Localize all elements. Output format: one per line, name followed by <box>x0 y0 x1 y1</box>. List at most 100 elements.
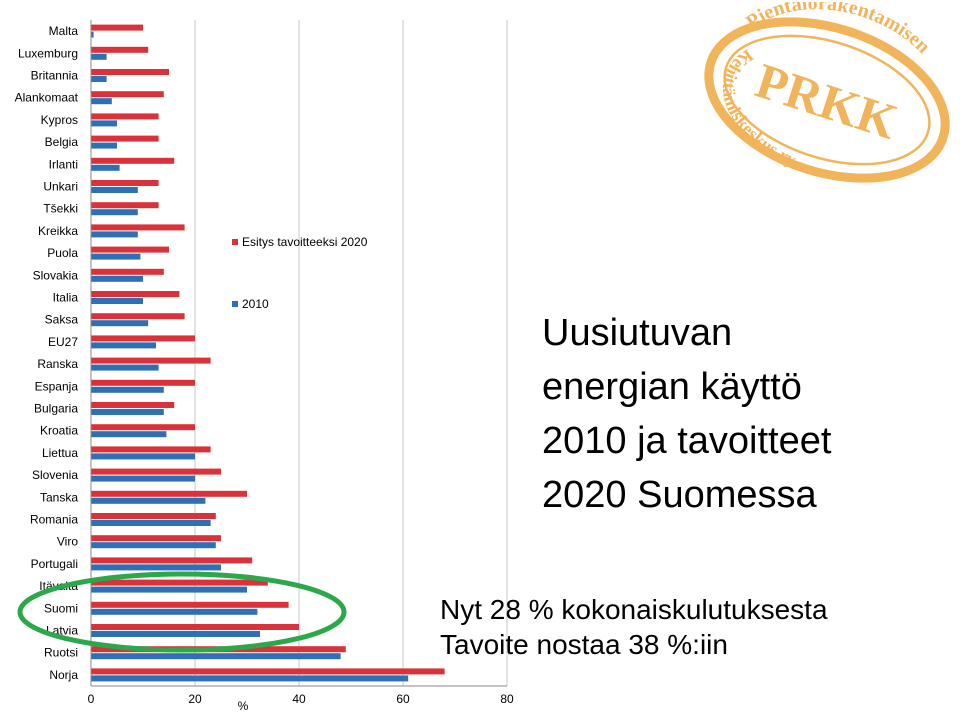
legend-swatch-target <box>232 239 238 245</box>
bar-2010 <box>91 31 94 38</box>
title-line: 2010 ja tavoitteet <box>542 420 832 462</box>
bar-target-2020 <box>91 468 221 475</box>
slide-title: Uusiutuvan energian käyttö 2010 ja tavoi… <box>542 306 952 522</box>
bar-2010 <box>91 142 117 149</box>
bar-2010 <box>91 386 164 393</box>
bar-2010 <box>91 231 138 238</box>
category-label: Tanska <box>40 490 78 504</box>
category-label: Kreikka <box>38 224 78 238</box>
bar-2010 <box>91 675 409 682</box>
x-tick-label: 40 <box>292 692 306 706</box>
bar-target-2020 <box>91 513 216 519</box>
bar-target-2020 <box>91 313 185 320</box>
bar-target-2020 <box>91 180 159 186</box>
bar-target-2020 <box>91 91 164 98</box>
category-label: EU27 <box>48 335 78 349</box>
bar-target-2020 <box>91 46 149 53</box>
bar-2010 <box>91 120 117 127</box>
bar-2010 <box>91 564 221 571</box>
bar-target-2020 <box>91 535 221 542</box>
bar-target-2020 <box>91 446 211 453</box>
bar-target-2020 <box>91 335 195 342</box>
bar-target-2020 <box>91 268 164 275</box>
category-label: Bulgaria <box>34 402 78 416</box>
bar-2010 <box>91 497 206 504</box>
legend-label-target: Esitys tavoitteeksi 2020 <box>242 235 368 249</box>
category-label: Unkari <box>43 180 78 194</box>
category-label: Malta <box>49 24 79 38</box>
category-label: Luxemburg <box>18 46 78 60</box>
title-line: Uusiutuvan <box>542 312 733 354</box>
bar-target-2020 <box>91 69 169 75</box>
bar-2010 <box>91 298 143 304</box>
bar-2010 <box>91 187 138 193</box>
bar-target-2020 <box>91 291 180 297</box>
bar-2010 <box>91 542 216 549</box>
category-label: Italia <box>53 291 79 305</box>
bar-target-2020 <box>91 135 159 142</box>
bar-2010 <box>91 608 258 615</box>
prkk-logo-stamp: Pientalorakentamisen Kehittämiskeskus ry… <box>700 2 950 183</box>
bar-target-2020 <box>91 668 445 675</box>
category-label: Portugali <box>31 557 78 571</box>
legend: Esitys tavoitteeksi 2020 2010 <box>232 235 368 311</box>
legend-label-2010: 2010 <box>242 297 269 311</box>
bar-2010 <box>91 364 159 371</box>
category-label: Norja <box>49 668 78 682</box>
title-line: 2020 Suomessa <box>542 474 817 516</box>
bar-2010 <box>91 209 138 216</box>
category-labels: Malta Luxemburg Britannia Alankomaat Kypros B… <box>15 24 79 682</box>
category-label: Tšekki <box>43 202 78 216</box>
bar-2010 <box>91 320 149 327</box>
note-line: Tavoite nostaa 38 %:iin <box>440 629 728 660</box>
bar-2010 <box>91 475 195 482</box>
category-label: Kroatia <box>40 424 78 438</box>
bar-target-2020 <box>91 202 159 209</box>
bar-2010 <box>91 431 167 438</box>
x-tick-label: 0 <box>88 692 95 706</box>
legend-swatch-2010 <box>232 301 238 307</box>
bar-2010 <box>91 253 141 260</box>
bar-2010 <box>91 98 112 105</box>
bar-2010 <box>91 342 156 349</box>
bar-target-2020 <box>91 224 185 231</box>
bar-target-2020 <box>91 557 253 564</box>
x-tick-label: 80 <box>500 692 514 706</box>
category-label: Romania <box>30 513 78 527</box>
category-label: Belgia <box>45 135 79 149</box>
bar-target-2020 <box>91 579 268 586</box>
x-tick-label: 20 <box>188 692 202 706</box>
bar-target-2020 <box>91 424 195 431</box>
bar-2010 <box>91 586 247 593</box>
bar-2010 <box>91 520 211 526</box>
x-axis: 0 20 40 60 80 <box>88 20 514 706</box>
category-label: Puola <box>47 246 78 260</box>
bar-target-2020 <box>91 379 195 386</box>
bar-2010 <box>91 631 260 637</box>
category-label: Suomi <box>44 601 78 615</box>
category-label: Kypros <box>41 113 78 127</box>
x-axis-title: % <box>238 699 249 713</box>
bar-2010 <box>91 275 143 282</box>
category-label: Alankomaat <box>15 91 79 105</box>
finland-note: Nyt 28 % kokonaiskulutuksesta Tavoite no… <box>440 592 950 662</box>
category-label: Espanja <box>35 379 79 393</box>
bar-target-2020 <box>91 113 159 120</box>
bar-target-2020 <box>91 490 247 497</box>
svg-text:PRKK: PRKK <box>749 52 904 150</box>
category-label: Saksa <box>45 313 79 327</box>
bar-chart: Malta Luxemburg Britannia Alankomaat Kypros B… <box>15 20 514 713</box>
bar-2010 <box>91 76 107 82</box>
x-tick-label: 60 <box>396 692 410 706</box>
bar-target-2020 <box>91 624 299 630</box>
category-label: Viro <box>57 535 78 549</box>
bar-2010 <box>91 453 195 460</box>
bar-2010 <box>91 653 341 660</box>
category-label: Liettua <box>42 446 78 460</box>
bar-2010 <box>91 409 164 415</box>
category-label: Ruotsi <box>44 646 78 660</box>
bar-target-2020 <box>91 157 175 164</box>
bar-target-2020 <box>91 601 289 608</box>
category-label: Irlanti <box>49 157 78 171</box>
bar-2010 <box>91 53 107 60</box>
